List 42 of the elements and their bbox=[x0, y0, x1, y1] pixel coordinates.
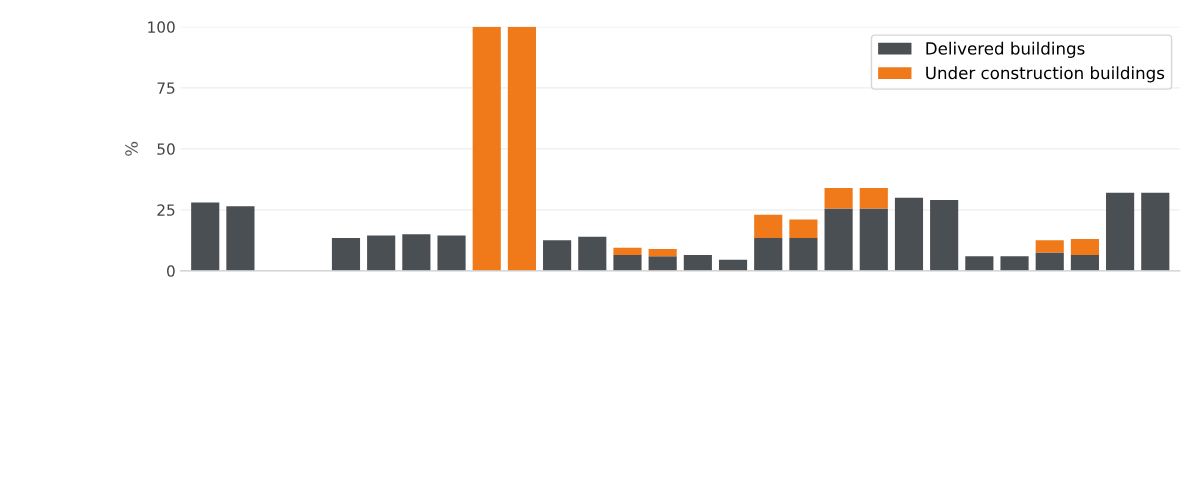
bar bbox=[824, 208, 853, 271]
bar bbox=[191, 202, 220, 271]
bar bbox=[648, 256, 677, 271]
bar bbox=[789, 237, 818, 271]
bar bbox=[1000, 256, 1029, 271]
bar bbox=[613, 247, 642, 255]
bar bbox=[472, 26, 501, 271]
bar bbox=[930, 200, 959, 271]
y-tick-label: 75 bbox=[157, 82, 175, 94]
bar bbox=[437, 235, 466, 271]
bar bbox=[578, 236, 607, 271]
bar bbox=[1070, 239, 1099, 255]
bar bbox=[754, 237, 783, 271]
bar bbox=[1141, 192, 1170, 271]
bar bbox=[965, 256, 994, 271]
bar bbox=[367, 235, 396, 271]
bar bbox=[648, 248, 677, 257]
bar bbox=[613, 254, 642, 271]
bar bbox=[1070, 254, 1099, 271]
y-axis-title: % bbox=[125, 141, 138, 156]
bar bbox=[754, 214, 783, 238]
bar bbox=[859, 187, 888, 209]
bar bbox=[226, 206, 255, 271]
bar bbox=[507, 26, 536, 271]
bar bbox=[1106, 192, 1135, 271]
bar bbox=[543, 240, 572, 271]
y-tick-label: 0 bbox=[167, 265, 175, 277]
bar bbox=[1035, 240, 1064, 253]
bar bbox=[894, 197, 924, 271]
legend-label: Delivered buildings bbox=[926, 41, 1085, 58]
bar bbox=[718, 259, 748, 271]
bar bbox=[859, 208, 888, 271]
bar bbox=[1035, 252, 1064, 271]
y-tick-label: 25 bbox=[157, 204, 175, 216]
bar bbox=[402, 234, 431, 271]
y-tick-label: 100 bbox=[148, 21, 175, 33]
y-tick-label: 50 bbox=[157, 143, 175, 155]
bar bbox=[824, 187, 853, 209]
bar bbox=[789, 219, 818, 238]
bar bbox=[331, 237, 361, 271]
legend-label: Under construction buildings bbox=[926, 66, 1165, 83]
bar bbox=[683, 254, 712, 271]
